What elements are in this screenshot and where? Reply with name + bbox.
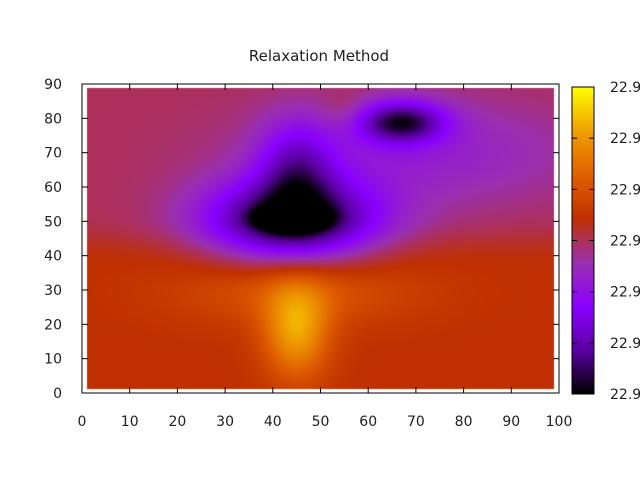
- y-tick-label: 90: [44, 77, 62, 93]
- x-tick-label: 30: [216, 414, 234, 430]
- y-tick-label: 0: [53, 386, 62, 402]
- x-tick-label: 50: [312, 414, 330, 430]
- y-tick-label: 70: [44, 146, 62, 162]
- x-tick-label: 40: [264, 414, 282, 430]
- heatmap-surface: [82, 84, 559, 393]
- colorbar-tick-label: 22.9: [610, 387, 640, 403]
- y-tick-label: 30: [44, 283, 62, 299]
- y-tick-label: 20: [44, 317, 62, 333]
- colorbar-tick-label: 22.9: [610, 336, 640, 352]
- chart-title: Relaxation Method: [249, 47, 389, 65]
- y-tick-label: 10: [44, 352, 62, 368]
- y-axis: 0 10 20 30 40 50 60 70 80 90: [44, 77, 559, 402]
- x-tick-label: 100: [546, 414, 573, 430]
- y-tick-label: 60: [44, 180, 62, 196]
- colorbar-tick-label: 22.9: [610, 285, 640, 301]
- x-tick-label: 90: [502, 414, 520, 430]
- x-tick-label: 60: [359, 414, 377, 430]
- colorbar-tick-label: 22.9: [610, 182, 640, 198]
- x-tick-label: 10: [121, 414, 139, 430]
- y-tick-label: 50: [44, 214, 62, 230]
- y-tick-label: 80: [44, 111, 62, 127]
- x-tick-label: 80: [455, 414, 473, 430]
- x-tick-label: 70: [407, 414, 425, 430]
- x-tick-label: 20: [168, 414, 186, 430]
- colorbar-ticks: 22.9 22.9 22.9 22.9 22.9 22.9 22.9: [572, 80, 640, 403]
- colorbar-tick-label: 22.9: [610, 80, 640, 96]
- colorbar-tick-label: 22.9: [610, 234, 640, 250]
- heatmap-plot-area: [81, 83, 560, 394]
- colorbar: 22.9 22.9 22.9 22.9 22.9 22.9 22.9: [571, 80, 640, 403]
- heatmap-surface-wrapper: [82, 84, 559, 393]
- x-axis: 0 10 20 30 40 50 60 70 80 90 100: [78, 84, 573, 430]
- colorbar-tick-label: 22.9: [610, 131, 640, 147]
- y-tick-label: 40: [44, 249, 62, 265]
- x-tick-label: 0: [78, 414, 87, 430]
